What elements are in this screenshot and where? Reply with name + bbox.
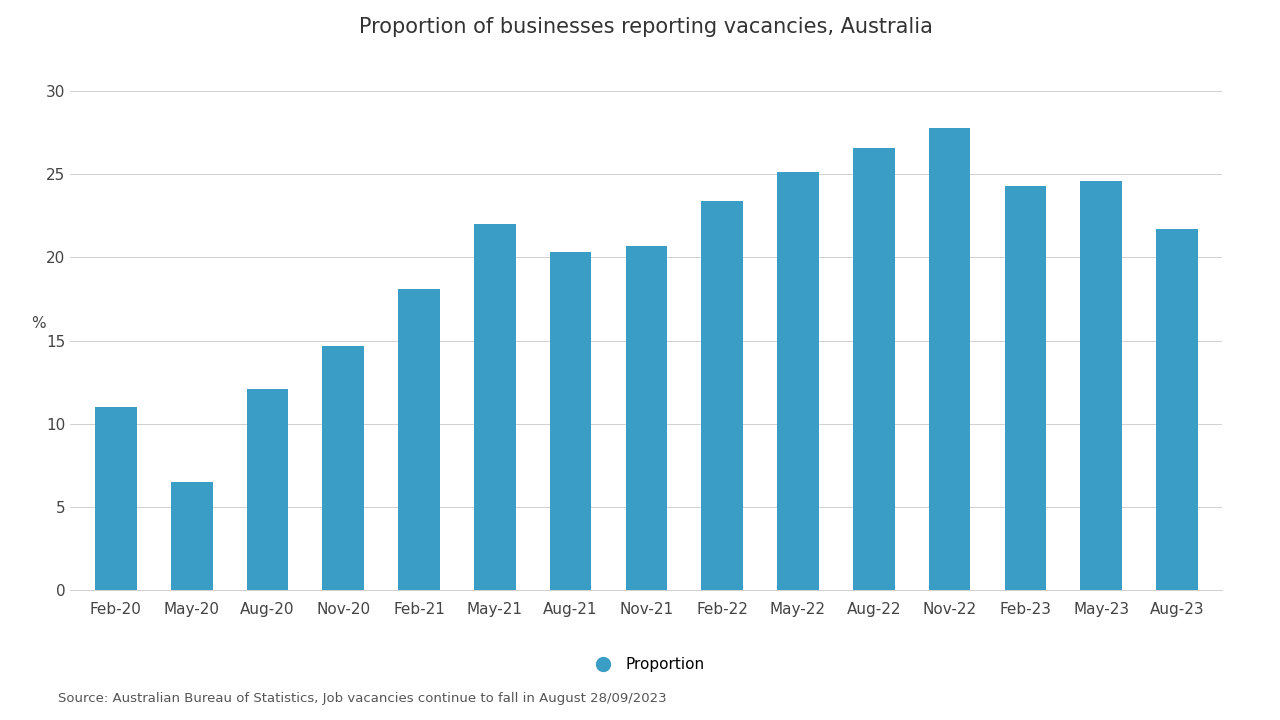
Bar bbox=[323, 346, 364, 590]
Bar bbox=[95, 408, 137, 590]
Bar bbox=[1080, 181, 1123, 590]
Bar bbox=[777, 173, 819, 590]
Legend: Proportion: Proportion bbox=[581, 652, 712, 678]
Y-axis label: %: % bbox=[31, 317, 46, 331]
Bar bbox=[474, 224, 516, 590]
Bar bbox=[1005, 186, 1046, 590]
Bar bbox=[550, 253, 591, 590]
Bar bbox=[398, 289, 440, 590]
Title: Proportion of businesses reporting vacancies, Australia: Proportion of businesses reporting vacan… bbox=[360, 17, 933, 37]
Bar bbox=[701, 201, 742, 590]
Bar bbox=[1156, 229, 1198, 590]
Bar bbox=[170, 482, 212, 590]
Text: Source: Australian Bureau of Statistics, Job vacancies continue to fall in Augus: Source: Australian Bureau of Statistics,… bbox=[58, 692, 666, 705]
Bar bbox=[852, 148, 895, 590]
Bar bbox=[929, 127, 970, 590]
Bar bbox=[626, 246, 667, 590]
Bar bbox=[247, 389, 288, 590]
